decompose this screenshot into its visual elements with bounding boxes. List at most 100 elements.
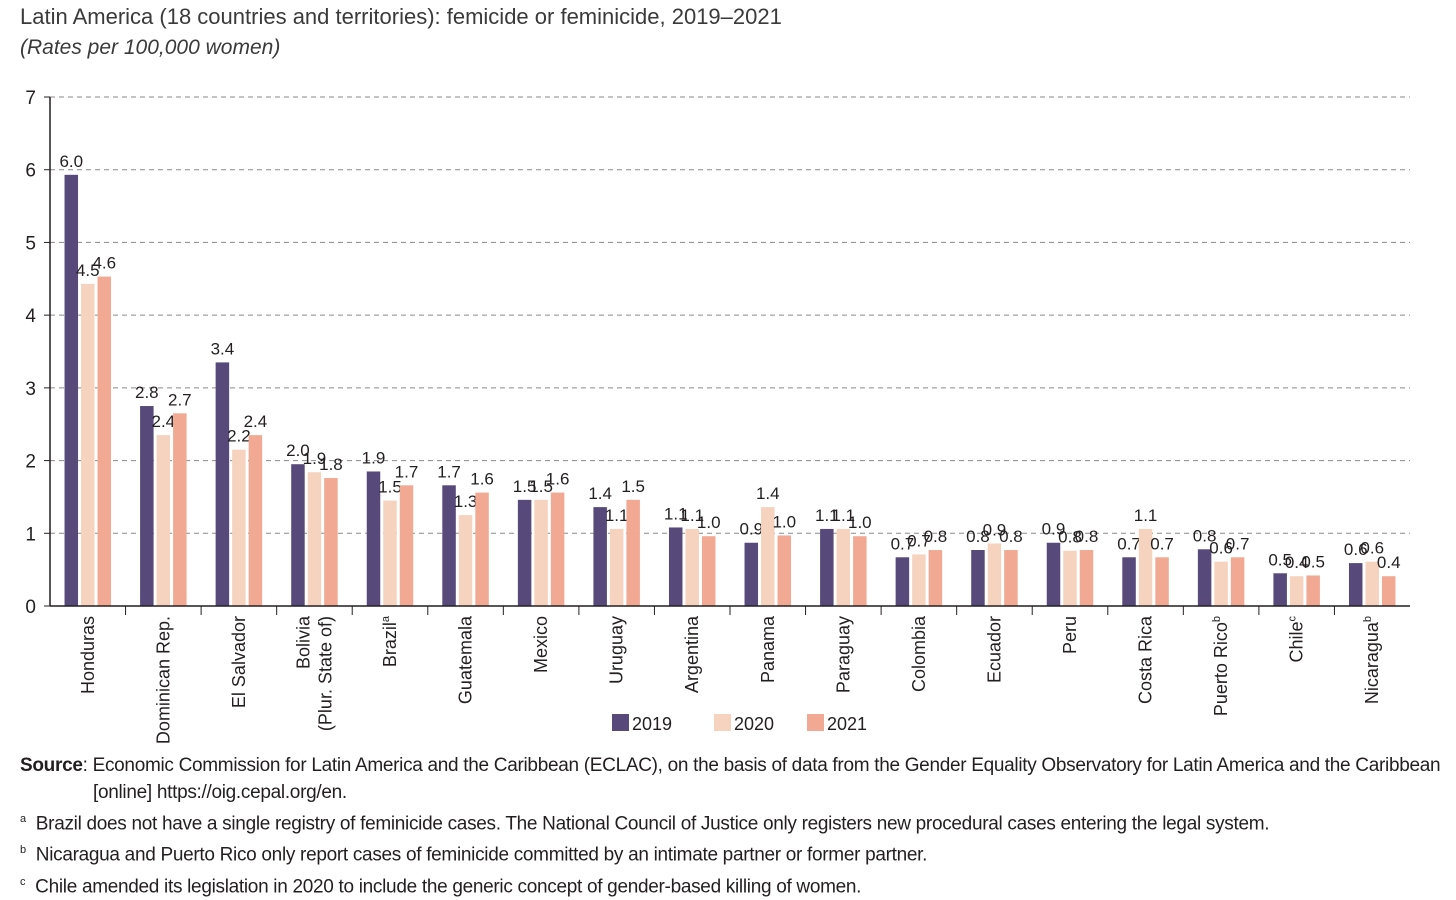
bar-2021 xyxy=(1381,576,1396,606)
x-tick-label: Peru xyxy=(1060,616,1080,654)
footnote-a: a Brazil does not have a single registry… xyxy=(20,806,1440,837)
x-tick-label: Honduras xyxy=(78,616,98,694)
bar-2020 xyxy=(836,528,851,606)
data-label: 1.0 xyxy=(772,512,796,531)
data-label: 1.1 xyxy=(605,506,629,525)
data-label: 0.7 xyxy=(1226,534,1250,553)
data-label: 1.9 xyxy=(362,448,386,467)
bar-2020 xyxy=(1138,528,1153,606)
data-label: 1.7 xyxy=(437,462,461,481)
data-label: 0.4 xyxy=(1377,553,1401,572)
bar-2021 xyxy=(173,413,187,606)
data-label: 2.4 xyxy=(152,412,176,431)
data-label: 0.5 xyxy=(1301,552,1325,571)
bar-2019 xyxy=(215,362,230,606)
bar-2021 xyxy=(626,499,640,606)
x-tick-label: Bolivia (Plur. State of) xyxy=(293,615,335,731)
bar-2019 xyxy=(442,485,456,606)
legend-label-2019: 2019 xyxy=(632,714,672,734)
x-tick-label: Brazila xyxy=(380,615,400,667)
gridlines xyxy=(50,96,1410,534)
data-label: 0.6 xyxy=(1344,540,1368,559)
footnote-c-marker: c xyxy=(20,875,26,888)
notes: Source: Economic Commission for Latin Am… xyxy=(20,752,1441,900)
bar-2021 xyxy=(1230,557,1245,606)
bar-2019 xyxy=(895,557,910,606)
data-label: 1.1 xyxy=(680,506,704,525)
bar-2019 xyxy=(291,464,305,606)
x-tick-label: Panama xyxy=(758,615,778,683)
bar-2021 xyxy=(399,485,414,606)
data-label: 3.4 xyxy=(211,339,235,358)
bar-2021 xyxy=(97,276,112,606)
data-label: 1.0 xyxy=(848,513,872,532)
x-tick-label: Nicaraguab xyxy=(1362,616,1382,704)
footnote-b-text: Nicaragua and Puerto Rico only report ca… xyxy=(35,844,928,866)
data-label: 2.8 xyxy=(135,383,159,402)
data-label: 0.8 xyxy=(999,527,1023,546)
y-tick-label: 1 xyxy=(25,524,36,545)
data-label: 1.1 xyxy=(832,506,856,525)
x-tick-label: Mexico xyxy=(531,616,551,673)
bar-2021 xyxy=(701,536,716,606)
bar-2021 xyxy=(550,492,565,606)
data-label: 1.5 xyxy=(529,477,553,496)
bar-2019 xyxy=(820,528,834,606)
data-label: 0.7 xyxy=(1117,534,1141,553)
bar-2021 xyxy=(1306,575,1320,606)
bar-2020 xyxy=(761,507,775,606)
bar-2019 xyxy=(1122,557,1136,606)
source-label: Source xyxy=(20,755,83,776)
legend-label-2020: 2020 xyxy=(734,714,774,734)
bar-2020 xyxy=(156,435,171,606)
y-tick-label: 6 xyxy=(25,161,36,182)
data-label: 1.6 xyxy=(470,470,494,489)
data-label: 1.4 xyxy=(756,484,780,503)
footnote-b: b Nicaragua and Puerto Rico only report … xyxy=(20,837,1440,868)
bar-2020 xyxy=(458,515,473,606)
data-label: 0.7 xyxy=(891,534,915,553)
footnote-c-text: Chile amended its legislation in 2020 to… xyxy=(35,875,862,897)
data-label: 1.1 xyxy=(815,506,839,525)
data-label: 1.1 xyxy=(664,504,688,523)
bar-2019 xyxy=(593,507,607,606)
bar-2020 xyxy=(609,528,624,606)
y-tick-label: 4 xyxy=(25,306,36,327)
source-text: : Economic Commission for Latin America … xyxy=(82,755,1441,776)
bar-2019 xyxy=(668,527,683,606)
bar-2019 xyxy=(971,550,985,606)
bar-2019 xyxy=(366,471,381,606)
data-label: 0.8 xyxy=(1075,527,1099,546)
bar-2019 xyxy=(64,174,79,606)
data-label: 0.8 xyxy=(1193,526,1217,545)
x-tick-label: Dominican Rep. xyxy=(153,616,173,744)
bar-2020 xyxy=(685,528,699,606)
legend-swatch-2021 xyxy=(807,714,824,731)
y-axis: 0 1 2 3 4 5 6 7 xyxy=(25,88,51,618)
bar-2020 xyxy=(81,283,95,606)
data-label: 2.0 xyxy=(286,441,310,460)
bar-2019 xyxy=(140,406,154,606)
bar-2021 xyxy=(1079,550,1094,606)
bar-2019 xyxy=(1046,542,1061,606)
bar-2020 xyxy=(987,543,1002,606)
y-tick-label: 2 xyxy=(25,452,36,473)
data-label: 2.7 xyxy=(168,390,192,409)
data-label: 1.1 xyxy=(1134,506,1158,525)
footnote-a-marker: a xyxy=(20,813,26,825)
data-label: 2.2 xyxy=(227,427,251,446)
x-tick-label: Colombia xyxy=(909,615,929,692)
legend-label-2021: 2021 xyxy=(827,714,867,734)
data-label: 0.5 xyxy=(1268,550,1292,569)
bar-2021 xyxy=(324,478,338,606)
data-label: 2.4 xyxy=(244,412,268,431)
data-label: 1.8 xyxy=(319,455,343,474)
bar-2019 xyxy=(1197,549,1212,606)
bar-2019 xyxy=(744,542,759,606)
chart-title: Latin America (18 countries and territor… xyxy=(20,4,782,29)
data-label: 1.6 xyxy=(546,470,570,489)
legend-swatch-2019 xyxy=(612,714,629,731)
data-label: 1.4 xyxy=(588,484,612,503)
x-tick-label: Puerto Ricob xyxy=(1211,616,1231,716)
y-tick-label: 5 xyxy=(25,233,36,254)
